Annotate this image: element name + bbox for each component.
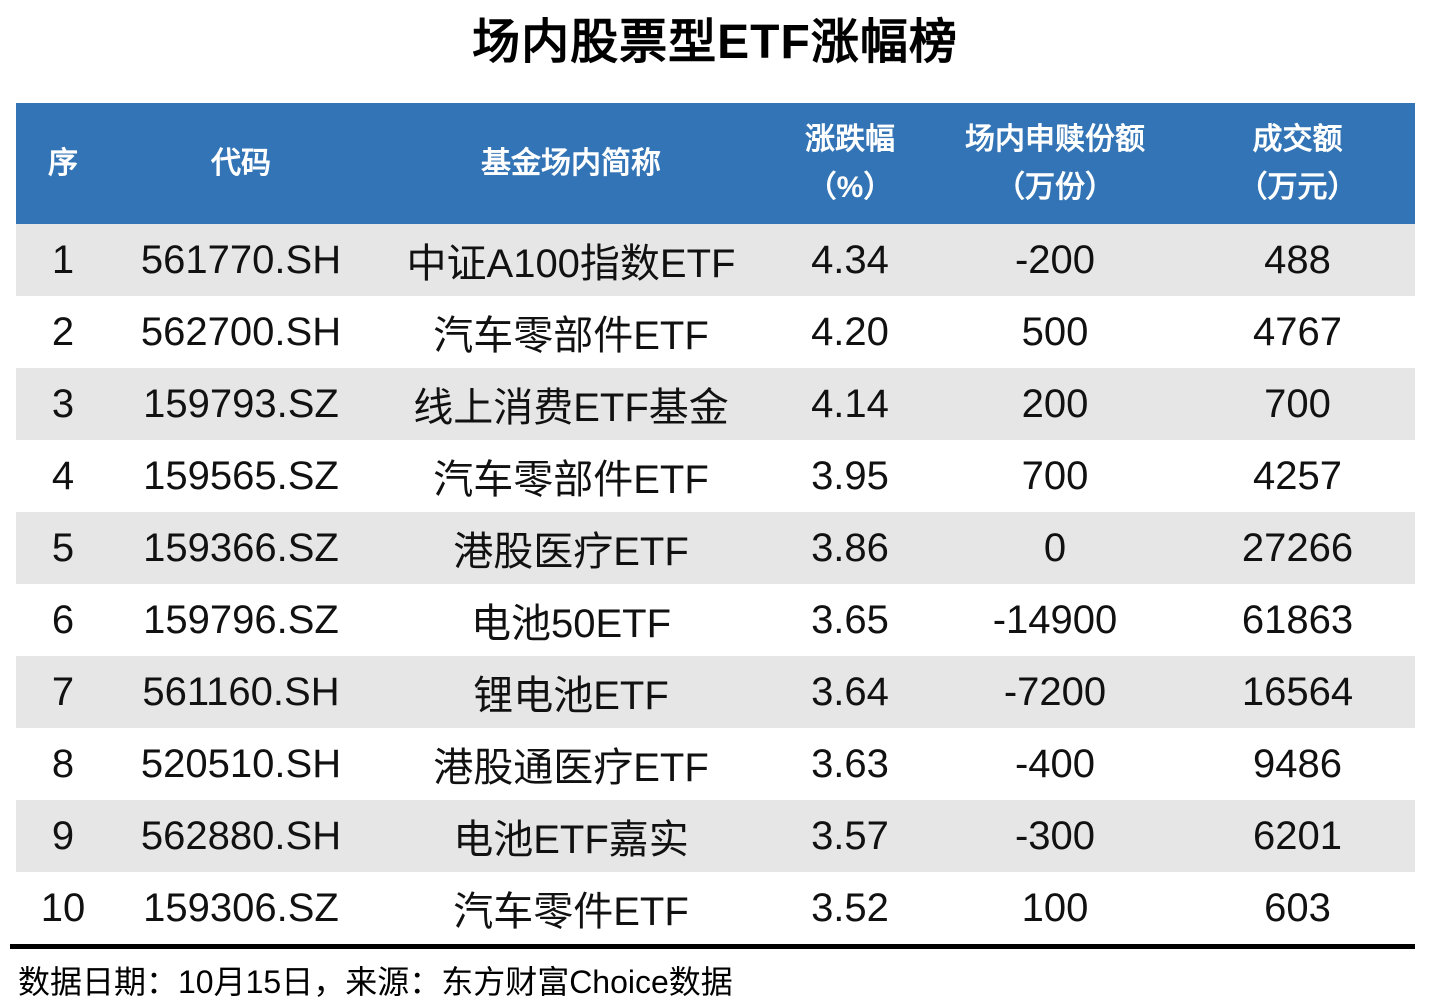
table-row: 10 159306.SZ 汽车零件ETF 3.52 100 603 [16,872,1415,944]
cell-redeem-shares: 0 [1043,525,1067,570]
cell-fund-name: 港股通医疗ETF [433,746,709,790]
data-source-note: 数据日期：10月15日，来源：东方财富Choice数据 [18,964,733,1000]
cell-code: 159796.SZ [143,597,339,642]
cell-redeem-shares: -300 [1014,813,1096,858]
col-header-name: 基金场内简称 [372,103,770,224]
page-title: 场内股票型ETF涨幅榜 [472,16,958,69]
col-header-turnover-title: 成交额 [1252,122,1343,156]
cell-rank: 10 [40,885,86,930]
table-row: 2 562700.SH 汽车零部件ETF 4.20 500 4767 [16,296,1415,368]
table-header-row: 序 代码 基金场内简称 涨跌幅 （%） 场内申赎份额 （万份） [16,103,1415,224]
cell-change-pct: 4.20 [811,309,889,354]
cell-rank: 6 [51,597,75,642]
table-row: 7 561160.SH 锂电池ETF 3.64 -7200 16564 [16,656,1415,728]
cell-turnover: 9486 [1253,741,1342,786]
cell-turnover: 16564 [1241,669,1354,714]
cell-redeem-shares: -7200 [1003,669,1107,714]
col-header-rank-title: 序 [48,146,78,180]
cell-rank: 1 [51,237,75,282]
cell-code: 159366.SZ [143,525,339,570]
cell-code: 159565.SZ [143,453,339,498]
col-header-name-title: 基金场内简称 [481,146,661,180]
cell-turnover: 4257 [1253,453,1342,498]
cell-change-pct: 3.65 [811,597,889,642]
col-header-turnover-unit: （万元） [1237,170,1358,204]
cell-fund-name: 电池50ETF [470,602,672,646]
col-header-shares-title: 场内申赎份额 [965,122,1145,156]
cell-redeem-shares: -200 [1014,237,1096,282]
table-body: 1 561770.SH 中证A100指数ETF 4.34 -200 488 2 562700.… [16,224,1415,944]
table-row: 9 562880.SH 电池ETF嘉实 3.57 -300 6201 [16,800,1415,872]
cell-turnover: 61863 [1241,597,1354,642]
cell-rank: 5 [51,525,75,570]
col-header-rank: 序 [16,103,110,224]
cell-change-pct: 3.95 [811,453,889,498]
cell-redeem-shares: -400 [1014,741,1096,786]
cell-code: 159793.SZ [143,381,339,426]
cell-fund-name: 汽车零件ETF [453,890,689,934]
col-header-turnover: 成交额 （万元） [1180,103,1415,224]
cell-rank: 8 [51,741,75,786]
cell-fund-name: 港股医疗ETF [453,530,689,574]
cell-code: 561160.SH [142,669,340,714]
cell-rank: 4 [51,453,75,498]
cell-fund-name: 汽车零部件ETF [433,458,709,502]
table-row: 3 159793.SZ 线上消费ETF基金 4.14 200 700 [16,368,1415,440]
cell-change-pct: 4.14 [811,381,889,426]
cell-change-pct: 4.34 [811,237,889,282]
cell-code: 562700.SH [140,309,342,354]
table-row: 1 561770.SH 中证A100指数ETF 4.34 -200 488 [16,224,1415,296]
cell-turnover: 6201 [1253,813,1342,858]
table-row: 5 159366.SZ 港股医疗ETF 3.86 0 27266 [16,512,1415,584]
cell-fund-name: 电池ETF嘉实 [453,818,689,862]
table-row: 8 520510.SH 港股通医疗ETF 3.63 -400 9486 [16,728,1415,800]
col-header-shares-unit: （万份） [995,170,1115,204]
cell-rank: 3 [51,381,75,426]
cell-change-pct: 3.86 [811,525,889,570]
cell-rank: 2 [51,309,75,354]
table-row: 6 159796.SZ 电池50ETF 3.65 -14900 61863 [16,584,1415,656]
cell-turnover: 27266 [1241,525,1354,570]
cell-rank: 7 [51,669,75,714]
etf-table: 序 代码 基金场内简称 涨跌幅 （%） 场内申赎份额 （万份） [16,103,1415,944]
cell-rank: 9 [51,813,75,858]
cell-fund-name: 汽车零部件ETF [433,314,709,358]
table-header: 序 代码 基金场内简称 涨跌幅 （%） 场内申赎份额 （万份） [16,103,1415,224]
cell-fund-name: 中证A100指数ETF [406,242,736,286]
cell-code: 520510.SH [140,741,342,786]
cell-redeem-shares: 500 [1021,309,1089,354]
cell-turnover: 488 [1264,237,1331,282]
cell-redeem-shares: -14900 [992,597,1118,642]
cell-change-pct: 3.64 [811,669,889,714]
footer-divider: 数据日期：10月15日，来源：东方财富Choice数据 [10,944,1415,1000]
cell-turnover: 4767 [1253,309,1342,354]
col-header-code-title: 代码 [211,146,271,180]
col-header-change: 涨跌幅 （%） [770,103,930,224]
cell-turnover: 700 [1264,381,1331,426]
cell-code: 159306.SZ [143,885,339,930]
cell-change-pct: 3.57 [811,813,889,858]
col-header-code: 代码 [110,103,372,224]
cell-change-pct: 3.52 [811,885,889,930]
cell-fund-name: 锂电池ETF [473,674,669,718]
col-header-shares: 场内申赎份额 （万份） [930,103,1180,224]
cell-redeem-shares: 700 [1021,453,1089,498]
cell-fund-name: 线上消费ETF基金 [413,386,729,430]
col-header-change-unit: （%） [806,170,894,204]
table-row: 4 159565.SZ 汽车零部件ETF 3.95 700 4257 [16,440,1415,512]
cell-code: 561770.SH [140,237,342,282]
col-header-change-title: 涨跌幅 [805,122,895,156]
cell-turnover: 603 [1264,885,1331,930]
cell-redeem-shares: 100 [1021,885,1089,930]
cell-code: 562880.SH [140,813,342,858]
cell-redeem-shares: 200 [1021,381,1089,426]
cell-change-pct: 3.63 [811,741,889,786]
